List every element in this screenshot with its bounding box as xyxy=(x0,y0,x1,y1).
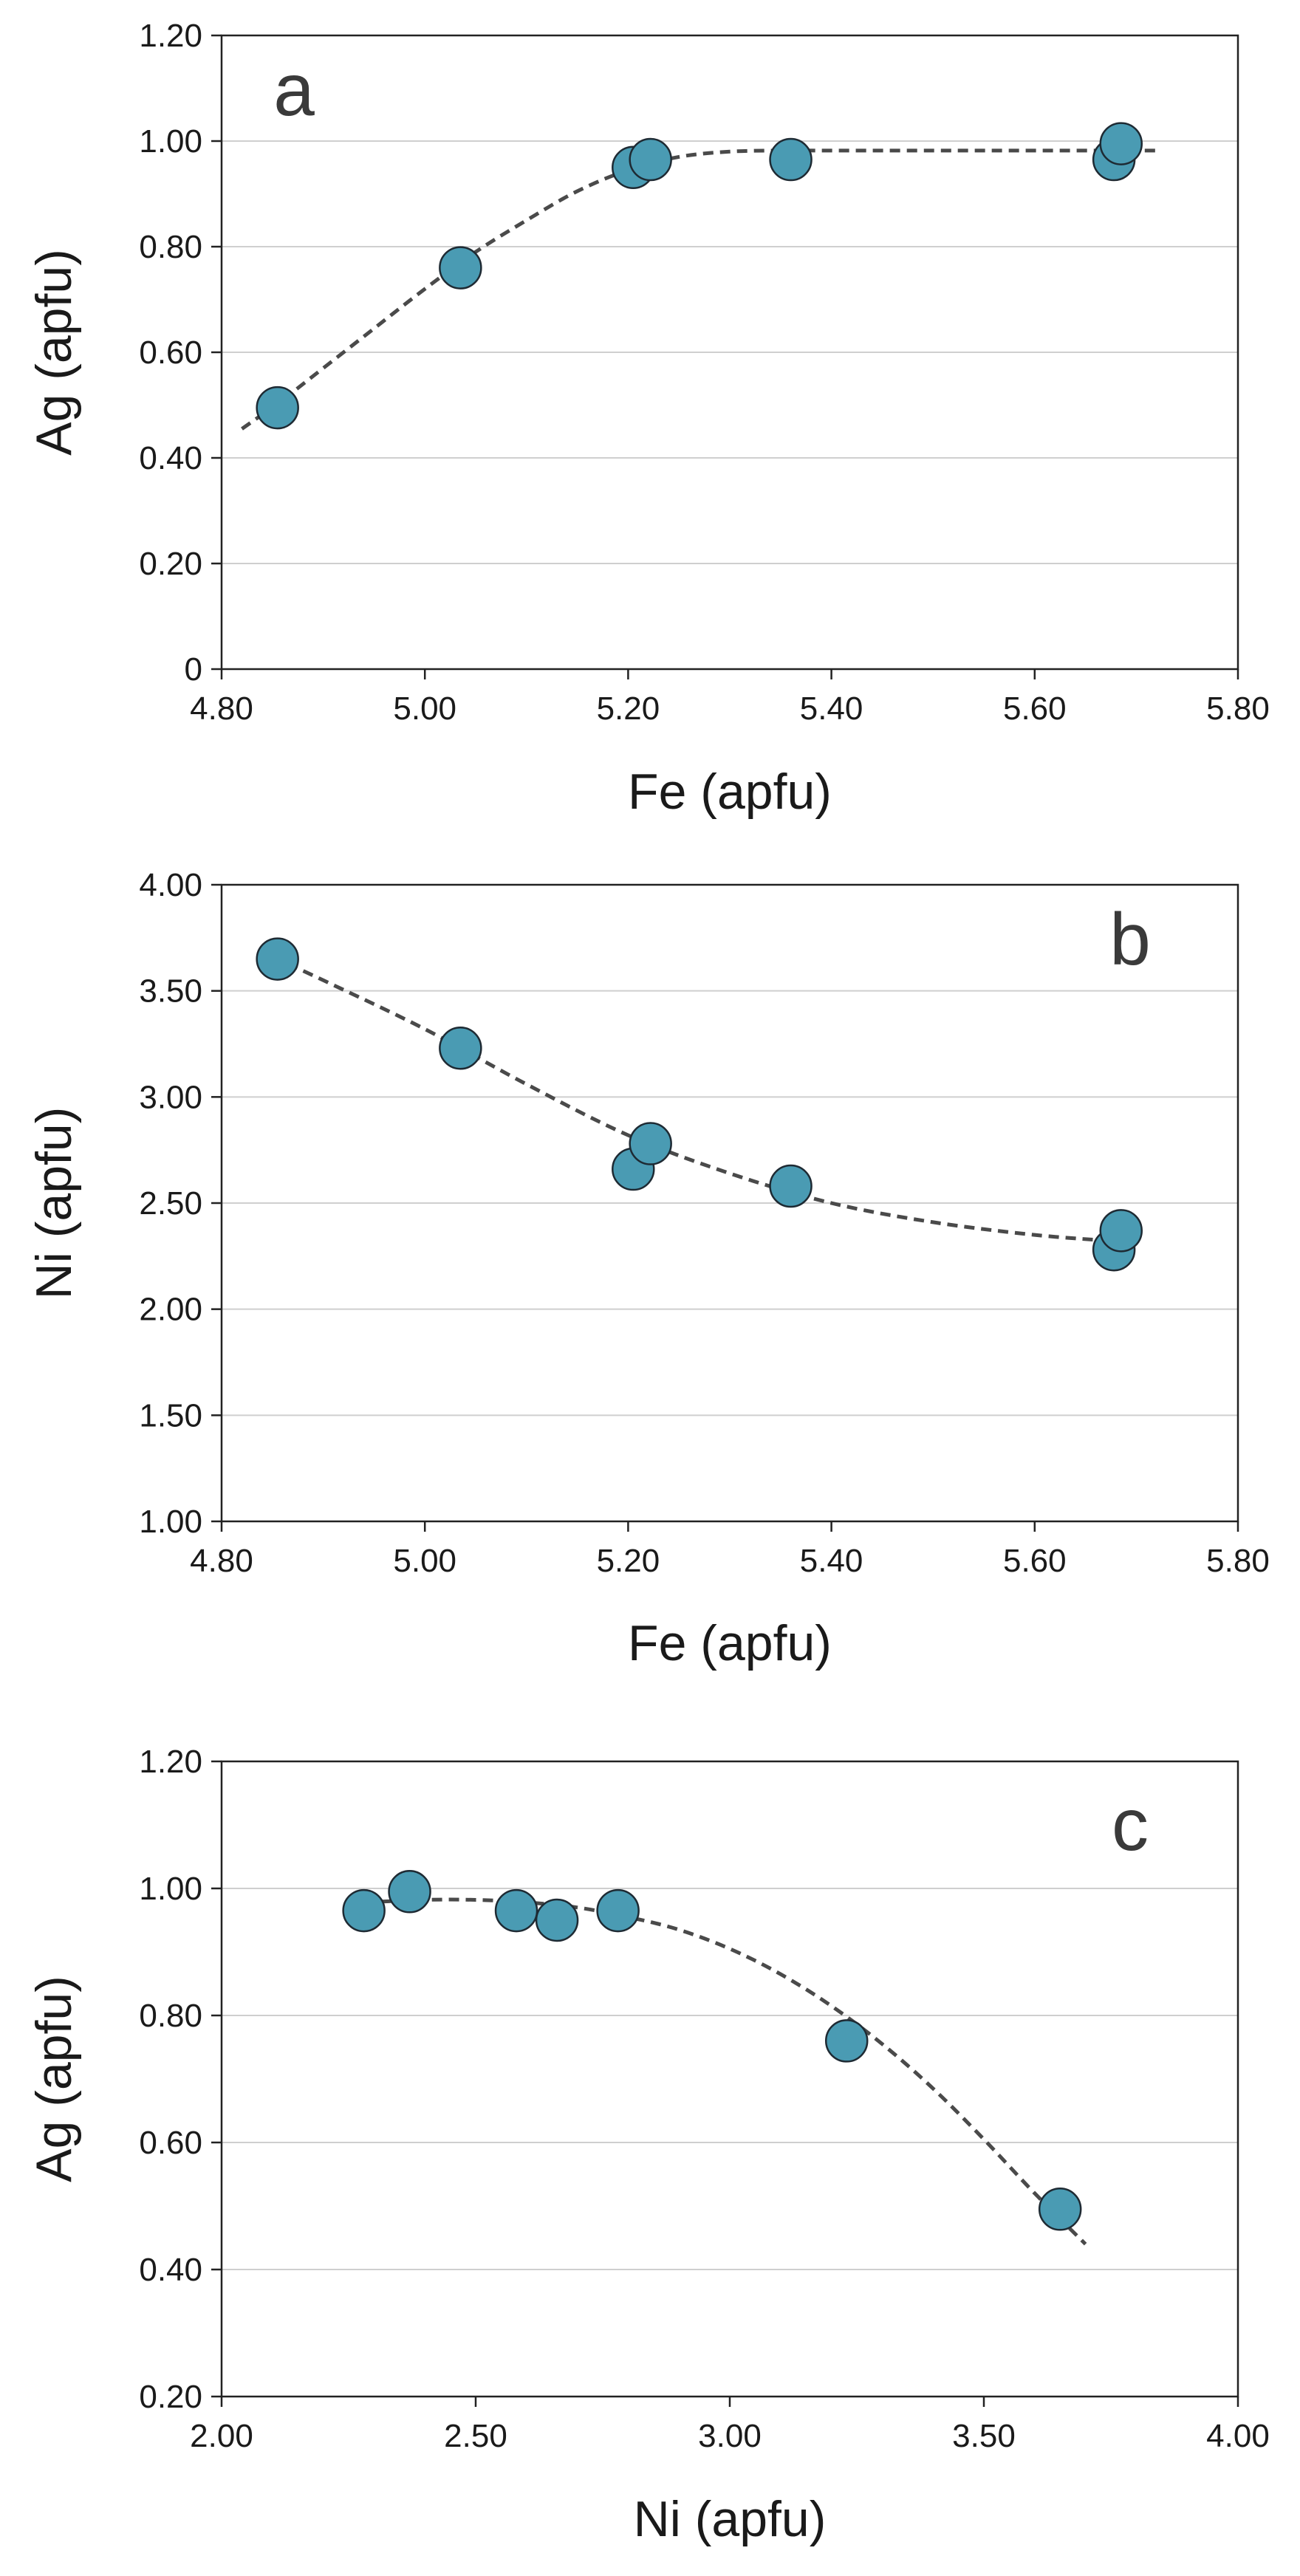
data-point xyxy=(494,1888,538,1933)
y-tick-label: 4.00 xyxy=(139,867,202,903)
y-axis-title: Ag (apfu) xyxy=(26,249,82,456)
y-tick-label: 3.00 xyxy=(139,1079,202,1115)
data-point xyxy=(824,2019,869,2063)
trend-line xyxy=(271,955,1117,1244)
x-tick-label: 2.50 xyxy=(444,2418,507,2454)
plot-frame xyxy=(220,1760,1239,2398)
data-point xyxy=(342,1888,386,1933)
y-tick-label: 1.00 xyxy=(139,1871,202,1907)
chart-panel-c: 0.20 0.40 0.60 0.80 1.00 1.20 2.00 2.50 3.00 3.50… xyxy=(26,1744,1270,2547)
y-tick-label: 0 xyxy=(185,651,202,688)
y-axis-title: Ag (apfu) xyxy=(26,1976,82,2182)
data-point xyxy=(769,1164,812,1208)
x-axis-title: Fe (apfu) xyxy=(628,1615,832,1671)
x-tick-label: 3.00 xyxy=(698,2418,762,2454)
x-tick-label: 4.80 xyxy=(190,691,253,727)
chart-panel-a: 0 0.20 0.40 0.60 0.80 1.00 1.20 4.80 5.00 5.20 5.4… xyxy=(26,18,1270,820)
x-tick-label: 5.20 xyxy=(597,1543,660,1579)
x-tick-label: 5.20 xyxy=(597,691,660,727)
y-tick-label: 1.50 xyxy=(139,1397,202,1433)
x-tick-label: 5.00 xyxy=(393,1543,456,1579)
y-tick-label: 0.20 xyxy=(139,546,202,582)
y-tick-label: 0.60 xyxy=(139,2125,202,2161)
data-point xyxy=(256,386,299,430)
x-tick-label: 4.80 xyxy=(190,1543,253,1579)
data-point xyxy=(439,1026,482,1070)
trend-line xyxy=(363,1897,1087,2246)
data-point xyxy=(439,246,482,290)
x-tick-label: 5.40 xyxy=(800,1543,863,1579)
y-tick-label: 0.80 xyxy=(139,229,202,265)
x-axis-title: Ni (apfu) xyxy=(634,2491,827,2547)
x-axis-title: Fe (apfu) xyxy=(628,764,832,820)
y-tick-label: 0.20 xyxy=(139,2379,202,2415)
trend-line xyxy=(241,148,1157,431)
data-point xyxy=(769,137,812,182)
data-point xyxy=(1099,1209,1143,1253)
y-tick-label: 2.50 xyxy=(139,1185,202,1222)
panel-letter: c xyxy=(1112,1784,1149,1866)
y-tick-label: 0.80 xyxy=(139,1998,202,2034)
data-point xyxy=(596,1888,640,1933)
x-tick-label: 2.00 xyxy=(190,2418,253,2454)
y-tick-label: 0.60 xyxy=(139,335,202,371)
panel-letter: b xyxy=(1109,898,1151,981)
x-tick-label: 5.00 xyxy=(393,691,456,727)
y-tick-label: 1.00 xyxy=(139,1504,202,1540)
y-tick-label: 1.00 xyxy=(139,123,202,160)
x-tick-label: 4.00 xyxy=(1206,2418,1270,2454)
data-point xyxy=(629,1122,672,1165)
data-point xyxy=(256,937,299,981)
data-point xyxy=(629,137,672,182)
panel-letter: a xyxy=(273,49,315,131)
x-tick-label: 5.60 xyxy=(1003,1543,1067,1579)
x-tick-label: 5.40 xyxy=(800,691,863,727)
y-tick-label: 0.40 xyxy=(139,2252,202,2288)
x-tick-label: 5.60 xyxy=(1003,691,1067,727)
y-tick-label: 1.20 xyxy=(139,18,202,54)
chart-panel-b: 1.00 1.50 2.00 2.50 3.00 3.50 4.00 4.80 5.00 5.20… xyxy=(26,867,1270,1671)
data-point xyxy=(1038,2188,1082,2231)
data-point xyxy=(535,1898,579,1942)
x-tick-label: 5.80 xyxy=(1206,691,1270,727)
y-tick-label: 1.20 xyxy=(139,1744,202,1780)
y-axis-title: Ni (apfu) xyxy=(26,1107,82,1300)
data-point xyxy=(1099,122,1143,165)
x-tick-label: 3.50 xyxy=(952,2418,1016,2454)
y-tick-label: 3.50 xyxy=(139,973,202,1010)
y-tick-label: 2.00 xyxy=(139,1292,202,1328)
x-tick-label: 5.80 xyxy=(1206,1543,1270,1579)
data-point xyxy=(388,1870,431,1914)
y-tick-label: 0.40 xyxy=(139,440,202,476)
